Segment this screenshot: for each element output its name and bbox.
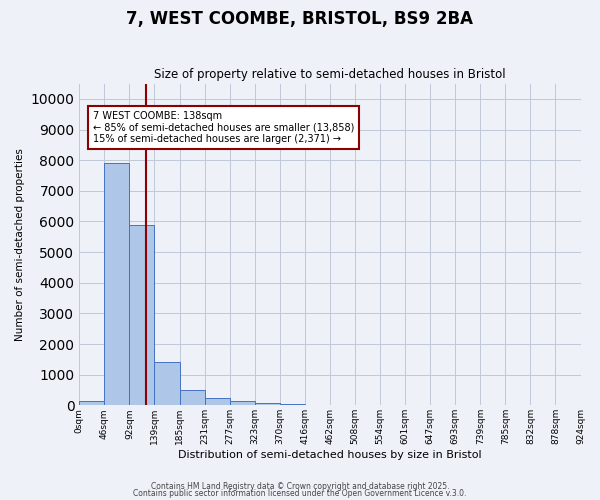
- Bar: [79, 400, 104, 406]
- Bar: [130, 224, 154, 406]
- Title: Size of property relative to semi-detached houses in Bristol: Size of property relative to semi-detach…: [154, 68, 506, 81]
- Text: Contains public sector information licensed under the Open Government Licence v.: Contains public sector information licen…: [133, 489, 467, 498]
- Y-axis label: Number of semi-detached properties: Number of semi-detached properties: [15, 148, 25, 341]
- Text: Contains HM Land Registry data © Crown copyright and database right 2025.: Contains HM Land Registry data © Crown c…: [151, 482, 449, 491]
- Bar: [104, 163, 130, 406]
- Bar: [280, 404, 305, 406]
- Bar: [230, 402, 255, 406]
- Text: 7, WEST COOMBE, BRISTOL, BS9 2BA: 7, WEST COOMBE, BRISTOL, BS9 2BA: [127, 10, 473, 28]
- Text: 7 WEST COOMBE: 138sqm
← 85% of semi-detached houses are smaller (13,858)
15% of : 7 WEST COOMBE: 138sqm ← 85% of semi-deta…: [93, 111, 355, 144]
- Bar: [205, 398, 230, 406]
- Bar: [255, 403, 280, 406]
- Bar: [179, 390, 205, 406]
- X-axis label: Distribution of semi-detached houses by size in Bristol: Distribution of semi-detached houses by …: [178, 450, 482, 460]
- Bar: [154, 362, 179, 406]
